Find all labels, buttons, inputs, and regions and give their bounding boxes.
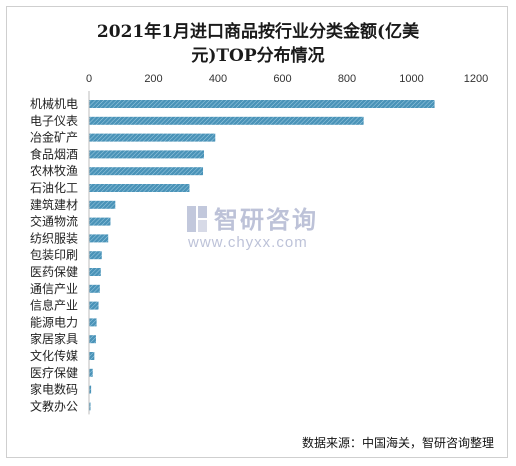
category-label: 家电数码 xyxy=(30,382,78,397)
category-label: 纺织服装 xyxy=(30,231,78,245)
bar xyxy=(89,368,93,377)
y-axis-labels: 机械机电电子仪表冶金矿产食品烟酒农林牧渔石油化工建筑建材交通物流纺织服装包装印刷… xyxy=(30,96,78,413)
x-axis: 0 200 400 600 800 1000 1200 xyxy=(86,73,488,415)
category-label: 家居家具 xyxy=(30,331,78,346)
x-tick-label: 800 xyxy=(338,73,356,85)
bar xyxy=(89,385,92,394)
bar xyxy=(89,133,216,142)
bar xyxy=(89,284,100,293)
category-label: 医疗保健 xyxy=(30,366,78,380)
x-tick-label: 200 xyxy=(144,73,162,85)
bar xyxy=(89,184,190,192)
bar xyxy=(89,335,96,344)
bar xyxy=(89,251,102,260)
category-label: 文化传媒 xyxy=(30,348,78,363)
x-tick-label: 600 xyxy=(273,73,291,85)
category-label: 建筑建材 xyxy=(30,197,78,212)
chyxx-logo-icon xyxy=(187,206,207,232)
bar xyxy=(89,301,99,310)
category-label: 交通物流 xyxy=(30,214,78,229)
chart-title-line-2: 元)TOP分布情况 xyxy=(191,46,325,66)
x-tick-label: 1200 xyxy=(464,73,488,85)
category-label: 冶金矿产 xyxy=(30,130,78,145)
category-label: 食品烟酒 xyxy=(30,146,78,161)
bar xyxy=(89,150,204,159)
bar xyxy=(89,167,204,176)
chart-frame xyxy=(6,6,508,458)
bar xyxy=(89,116,364,125)
category-label: 农林牧渔 xyxy=(30,164,78,178)
category-label: 信息产业 xyxy=(30,298,78,313)
category-label: 电子仪表 xyxy=(30,114,78,128)
chart-title-line-1: 2021年1月进口商品按行业分类金额(亿美 xyxy=(96,22,420,42)
bar xyxy=(89,217,111,226)
category-label: 石油化工 xyxy=(30,181,78,195)
x-tick-label: 400 xyxy=(209,73,227,85)
source-note: 数据来源：中国海关，智研咨询整理 xyxy=(301,436,494,450)
x-tick-label: 0 xyxy=(86,73,92,85)
bar xyxy=(89,200,116,209)
x-tick-label: 1000 xyxy=(399,73,423,85)
category-label: 机械机电 xyxy=(30,96,78,111)
category-label: 包装印刷 xyxy=(30,248,78,262)
bar xyxy=(89,100,435,108)
bar xyxy=(89,352,95,360)
bar xyxy=(89,318,97,327)
watermark-name: 智研咨询 xyxy=(214,206,318,234)
bars xyxy=(89,100,435,411)
category-label: 医药保健 xyxy=(30,265,78,279)
category-label: 通信产业 xyxy=(30,282,78,296)
category-label: 能源电力 xyxy=(30,315,78,329)
watermark-url: www.chyxx.com xyxy=(188,234,308,251)
bar xyxy=(89,268,101,276)
category-label: 文教办公 xyxy=(30,398,78,413)
bar xyxy=(89,234,109,243)
bar xyxy=(89,402,91,411)
